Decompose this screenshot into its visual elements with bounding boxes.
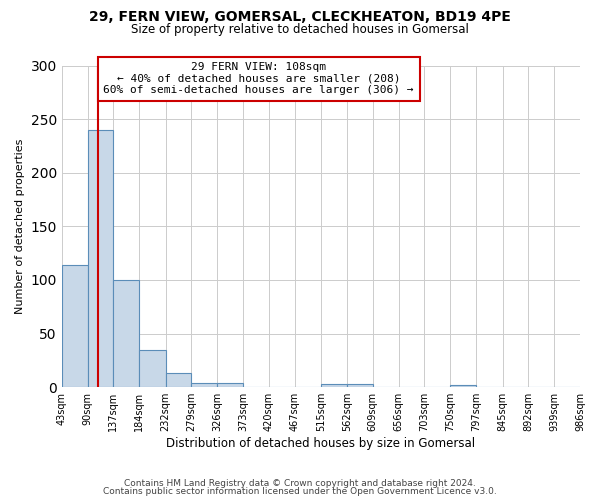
- Text: 29 FERN VIEW: 108sqm
← 40% of detached houses are smaller (208)
60% of semi-deta: 29 FERN VIEW: 108sqm ← 40% of detached h…: [103, 62, 414, 96]
- Text: Contains public sector information licensed under the Open Government Licence v3: Contains public sector information licen…: [103, 487, 497, 496]
- Bar: [113, 280, 139, 387]
- Text: 29, FERN VIEW, GOMERSAL, CLECKHEATON, BD19 4PE: 29, FERN VIEW, GOMERSAL, CLECKHEATON, BD…: [89, 10, 511, 24]
- Bar: [166, 374, 191, 387]
- Bar: [321, 384, 347, 387]
- Bar: [88, 130, 113, 387]
- X-axis label: Distribution of detached houses by size in Gomersal: Distribution of detached houses by size …: [166, 437, 475, 450]
- Text: Size of property relative to detached houses in Gomersal: Size of property relative to detached ho…: [131, 22, 469, 36]
- Bar: [62, 265, 88, 387]
- Bar: [191, 383, 217, 387]
- Text: Contains HM Land Registry data © Crown copyright and database right 2024.: Contains HM Land Registry data © Crown c…: [124, 478, 476, 488]
- Bar: [347, 384, 373, 387]
- Bar: [139, 350, 166, 387]
- Y-axis label: Number of detached properties: Number of detached properties: [15, 138, 25, 314]
- Bar: [217, 383, 243, 387]
- Bar: [451, 385, 476, 387]
